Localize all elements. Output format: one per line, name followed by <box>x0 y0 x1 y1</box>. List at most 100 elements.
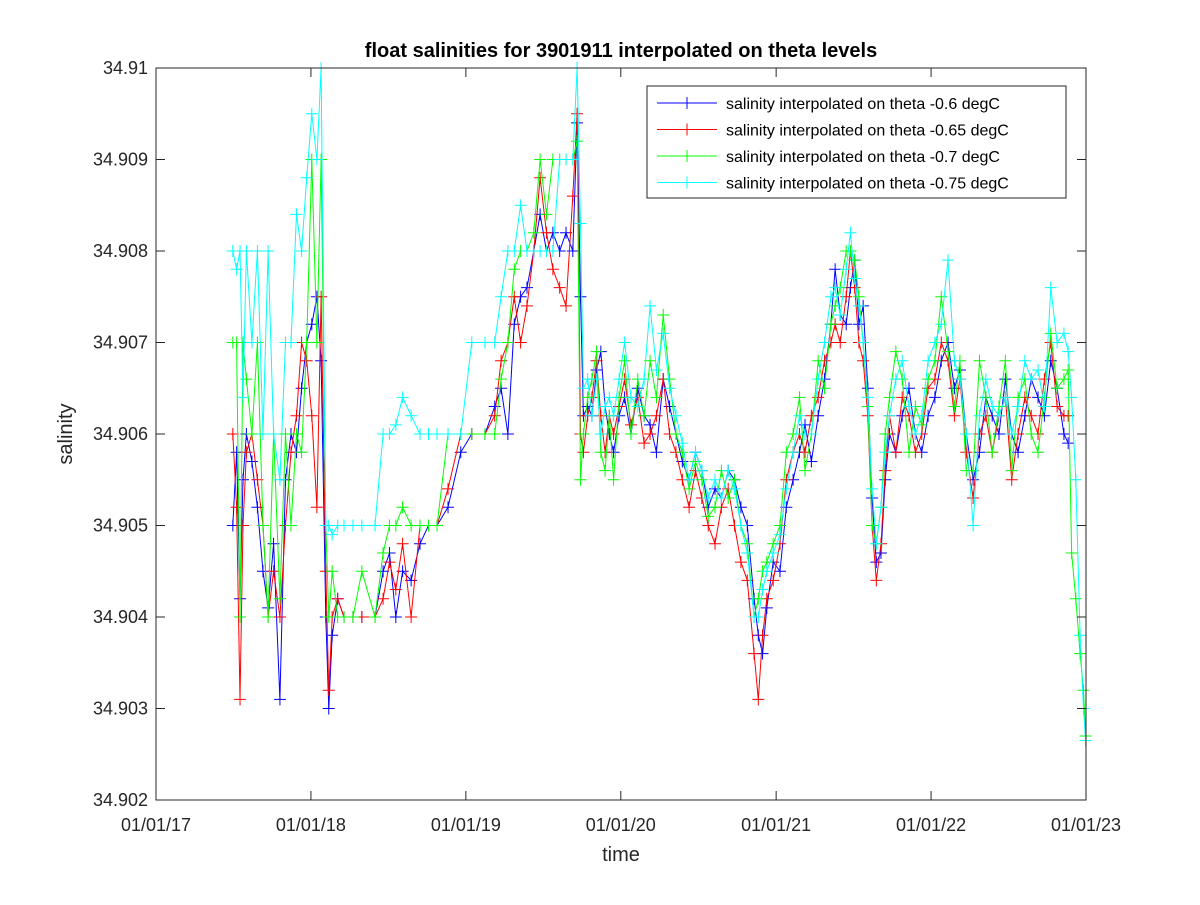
data-point-marker <box>767 546 780 559</box>
data-point-marker <box>756 629 769 642</box>
data-point-marker <box>566 245 579 257</box>
data-point-marker <box>310 501 323 514</box>
data-point-marker <box>999 373 1012 386</box>
data-point-marker <box>999 354 1012 367</box>
data-point-marker <box>230 263 243 276</box>
data-point-marker <box>948 354 961 367</box>
data-point-marker <box>527 226 540 239</box>
series-layer <box>226 62 1092 747</box>
data-point-marker <box>355 519 368 532</box>
data-point-marker <box>657 327 670 340</box>
data-point-marker <box>857 336 870 349</box>
y-tick-label: 34.909 <box>93 150 148 170</box>
data-point-marker <box>240 245 253 257</box>
x-tick-label: 01/01/21 <box>741 815 811 835</box>
data-point-marker <box>322 702 335 715</box>
data-point-marker <box>234 693 247 706</box>
data-point-marker <box>793 409 806 422</box>
data-point-marker <box>883 391 896 404</box>
y-tick-label: 34.907 <box>93 333 148 353</box>
legend-entry: salinity interpolated on theta -0.6 degC <box>657 96 1000 113</box>
data-point-marker <box>540 208 553 221</box>
data-point-marker <box>369 611 382 623</box>
data-point-marker <box>508 245 521 257</box>
data-point-marker <box>284 519 297 532</box>
legend: salinity interpolated on theta -0.6 degC… <box>646 85 1067 199</box>
data-point-marker <box>574 473 587 486</box>
data-point-marker <box>488 409 501 422</box>
data-point-marker <box>273 693 286 706</box>
data-point-marker <box>577 382 590 395</box>
y-axis-label: salinity <box>55 403 77 464</box>
legend-label: salinity interpolated on theta -0.75 deg… <box>726 176 1009 193</box>
data-point-marker <box>818 382 831 395</box>
data-point-marker <box>389 611 402 623</box>
data-point-marker <box>1069 592 1082 605</box>
data-point-marker <box>889 446 902 459</box>
data-point-marker <box>883 409 896 422</box>
data-point-marker <box>546 245 559 257</box>
data-point-marker <box>702 492 715 505</box>
data-point-marker <box>389 418 402 431</box>
y-ticks: 34.902 34.903 34.904 34.905 34.906 34.907 34.9… <box>93 58 1086 810</box>
data-point-marker <box>1038 373 1051 386</box>
data-point-marker <box>465 428 478 440</box>
data-point-marker <box>377 546 390 559</box>
data-point-marker <box>1012 400 1025 413</box>
data-point-marker <box>812 373 825 386</box>
data-point-marker <box>553 281 566 294</box>
data-point-marker <box>896 391 909 404</box>
data-point-marker <box>501 336 514 349</box>
data-point-marker <box>389 519 402 532</box>
data-point-marker <box>734 501 747 514</box>
data-point-marker <box>669 409 682 422</box>
data-point-marker <box>520 281 533 294</box>
data-point-marker <box>1032 446 1045 459</box>
data-point-marker <box>1025 373 1038 386</box>
y-tick-label: 34.905 <box>93 516 148 536</box>
x-ticks: 01/01/17 01/01/18 01/01/19 01/01/20 01/01/21… <box>121 68 1121 835</box>
data-point-marker <box>657 309 670 322</box>
data-point-marker <box>256 428 269 440</box>
data-point-marker <box>396 501 409 514</box>
data-point-marker <box>650 446 663 459</box>
data-point-marker <box>430 428 443 440</box>
data-point-marker <box>234 611 247 623</box>
data-point-marker <box>1044 327 1057 340</box>
data-point-marker <box>1038 400 1051 413</box>
data-point-marker <box>1051 336 1064 349</box>
data-point-marker <box>251 245 264 257</box>
data-point-marker <box>650 363 663 376</box>
data-point-marker <box>310 153 323 166</box>
data-point-marker <box>818 336 831 349</box>
data-point-marker <box>805 455 818 468</box>
data-point-marker <box>1025 428 1038 440</box>
data-point-marker <box>508 263 521 276</box>
data-point-marker <box>540 226 553 239</box>
data-point-marker <box>752 693 765 706</box>
x-tick-label: 01/01/19 <box>431 815 501 835</box>
data-point-marker <box>237 473 250 486</box>
data-point-marker <box>442 482 455 495</box>
data-point-marker <box>829 299 842 312</box>
data-point-marker <box>514 199 527 212</box>
data-point-marker <box>928 336 941 349</box>
data-point-marker <box>834 309 847 322</box>
data-point-marker <box>874 501 887 514</box>
data-point-marker <box>960 428 973 440</box>
data-point-marker <box>383 556 396 569</box>
data-point-marker <box>728 482 741 495</box>
data-point-marker <box>300 171 313 184</box>
data-point-marker <box>709 501 722 514</box>
data-point-marker <box>844 245 857 257</box>
data-point-marker <box>741 546 754 559</box>
data-point-marker <box>973 409 986 422</box>
data-point-marker <box>992 409 1005 422</box>
data-point-marker <box>488 336 501 349</box>
data-point-marker <box>290 409 303 422</box>
data-point-marker <box>824 290 837 303</box>
data-point-marker <box>812 391 825 404</box>
data-point-marker <box>618 354 631 367</box>
data-point-marker <box>638 409 651 422</box>
data-point-marker <box>787 428 800 440</box>
